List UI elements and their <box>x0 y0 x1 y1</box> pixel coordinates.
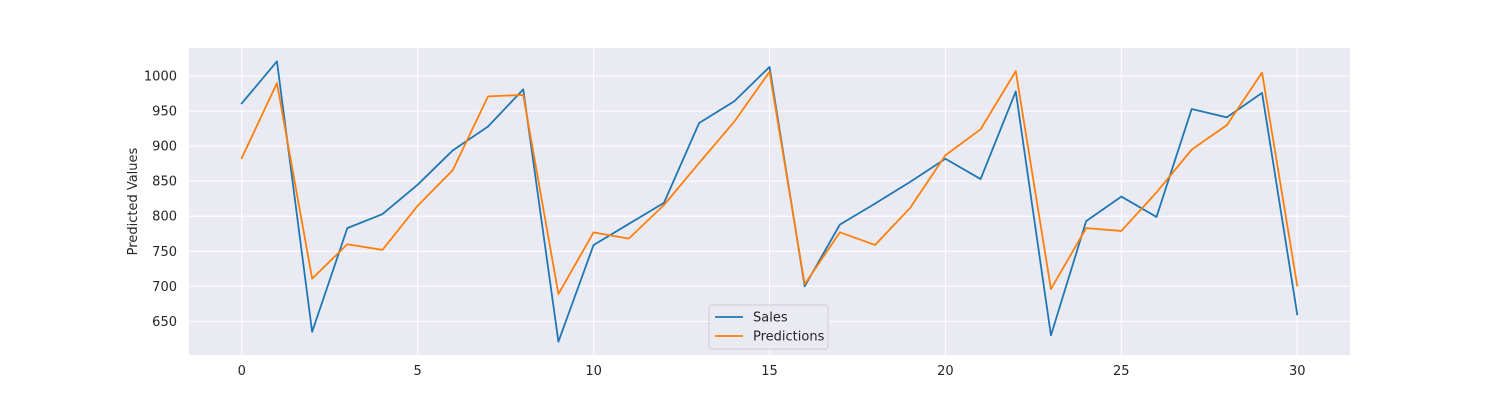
x-tick-label: 10 <box>585 364 602 379</box>
series-sales <box>240 60 1299 343</box>
y-tick-label: 700 <box>152 280 177 295</box>
grid-lines <box>189 48 1350 355</box>
y-tick-label: 800 <box>152 210 177 225</box>
y-tick-label: 1000 <box>144 70 177 85</box>
x-tick-label: 0 <box>238 364 246 379</box>
y-axis-label: Predicted Values <box>126 147 141 255</box>
legend-label: Predictions <box>753 330 825 345</box>
x-tick-label: 15 <box>761 364 778 379</box>
x-tick-label: 25 <box>1113 364 1130 379</box>
y-tick-label: 950 <box>152 105 177 120</box>
y-axis: 650 700 750 800 850 900 950 1000 <box>144 70 177 330</box>
x-tick-label: 5 <box>414 364 422 379</box>
y-tick-label: 650 <box>152 315 177 330</box>
series-predictions <box>240 70 1299 295</box>
y-tick-label: 900 <box>152 140 177 155</box>
x-axis: 0 5 10 15 20 25 30 <box>238 364 1306 379</box>
legend-box <box>708 304 829 350</box>
y-tick-label: 750 <box>152 245 177 260</box>
series-layer <box>240 60 1299 343</box>
legend: Sales Predictions <box>708 304 829 350</box>
x-tick-label: 30 <box>1289 364 1306 379</box>
y-tick-label: 850 <box>152 175 177 190</box>
x-tick-label: 20 <box>937 364 954 379</box>
legend-label: Sales <box>753 311 788 326</box>
